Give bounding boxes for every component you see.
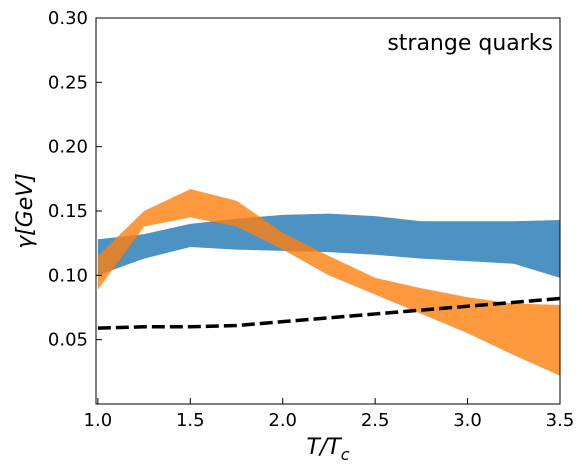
x-axis-label: T/Tc [306, 435, 349, 464]
y-tick-label: 0.30 [48, 8, 88, 29]
x-tick-label: 1.0 [84, 410, 113, 431]
y-tick-label: 0.10 [48, 265, 88, 286]
x-label-sub: c [341, 445, 350, 464]
x-tick-label: 2.5 [361, 410, 390, 431]
y-tick-label: 0.25 [48, 72, 88, 93]
x-tick-label: 2.0 [268, 410, 297, 431]
x-tick-label: 3.5 [546, 410, 575, 431]
x-tick-label: 1.5 [176, 410, 205, 431]
band-area [97, 213, 560, 278]
x-tick-label: 3.0 [453, 410, 482, 431]
y-axis-label: γ[GeV] [13, 173, 38, 249]
line [97, 296, 561, 330]
annotation: strange quarks [387, 31, 553, 56]
y-tick-label: 0.20 [48, 137, 88, 158]
y-tick-label: 0.15 [48, 201, 88, 222]
y-tick-label: 0.05 [48, 330, 88, 351]
x-label-main: T/T [306, 435, 342, 460]
